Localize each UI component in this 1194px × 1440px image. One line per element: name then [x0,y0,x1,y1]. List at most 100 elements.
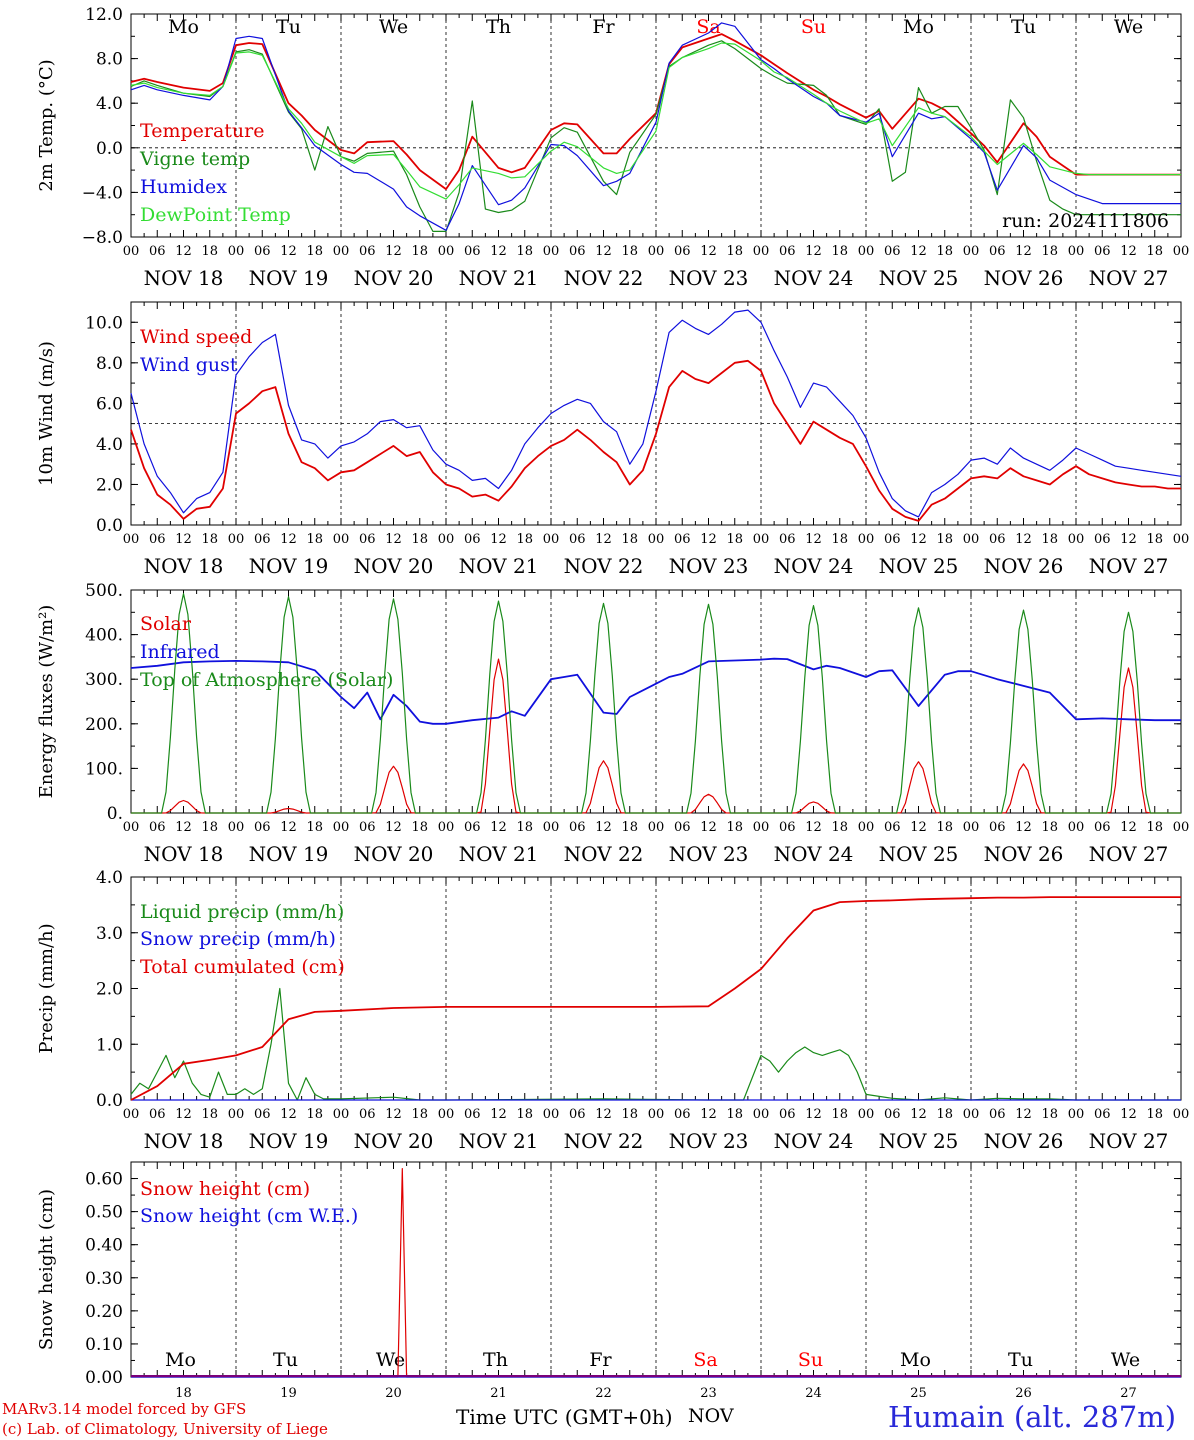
legend-entry: Infrared [140,641,220,663]
hour-tick-label: 18 [936,1107,953,1122]
hour-tick-label: 06 [779,1107,796,1122]
legend-entry: Liquid precip (mm/h) [140,901,344,923]
hour-tick-label: 12 [490,532,507,547]
day-label: NOV 20 [354,266,434,290]
hour-tick-label: 06 [359,1107,376,1122]
weekday-label: Tu [273,1349,298,1371]
day-label: NOV 19 [249,554,329,578]
hour-tick-label: 18 [516,532,533,547]
day-label: NOV 19 [249,1129,329,1153]
legend-entry: Vigne temp [139,148,250,170]
hour-tick-label: 00 [123,244,140,259]
hour-tick-label: 00 [438,1107,455,1122]
hour-tick-label: 00 [228,244,245,259]
hour-tick-label: 18 [726,1107,743,1122]
y-tick-label: 8.0 [96,354,123,374]
weekday-label: Mo [900,1349,931,1371]
hour-tick-label: 06 [884,820,901,835]
hour-tick-label: 06 [674,1107,691,1122]
day-label: NOV 27 [1089,554,1169,578]
y-tick-label: 0.30 [85,1269,123,1289]
day-label: NOV 22 [564,1129,644,1153]
hour-tick-label: 18 [201,244,218,259]
hour-tick-label: 12 [175,820,192,835]
weekday-label: Tu [1008,1349,1033,1371]
hour-tick-label: 06 [884,532,901,547]
hour-tick-label: 06 [359,532,376,547]
hour-tick-label: 00 [543,532,560,547]
hour-tick-label: 06 [359,820,376,835]
hour-tick-label: 18 [306,820,323,835]
hour-tick-label: 12 [385,820,402,835]
chart-panel-3: 500. 400. 300. 200. 100. 0. Energy fluxes (W/m… [36,581,1189,866]
series-line-vigne-temp [130,40,1181,232]
plot-frame [130,589,1182,814]
month-label: NOV [688,1405,734,1427]
hour-tick-label: 00 [648,1107,665,1122]
hour-tick-label: 12 [910,1107,927,1122]
hour-tick-label: 12 [805,1107,822,1122]
y-tick-label: 400. [85,626,123,646]
x-axis-label: Time UTC (GMT+0h) [456,1405,673,1429]
hour-tick-label: 18 [411,820,428,835]
y-tick-label: −4.0 [82,183,123,203]
hour-tick-label: 06 [569,1107,586,1122]
hour-tick-label: 12 [175,532,192,547]
hour-tick-label: 06 [989,244,1006,259]
legend-entry: Snow height (cm W.E.) [140,1205,358,1227]
hour-tick-label: 18 [516,1107,533,1122]
hour-tick-label: 06 [1094,244,1111,259]
day-label: NOV 20 [354,842,434,866]
y-tick-label: 0.0 [96,1091,123,1111]
hour-tick-label: 12 [805,244,822,259]
hour-tick-label: 06 [569,244,586,259]
hour-tick-label: 18 [621,1107,638,1122]
y-tick-label: 2.0 [96,980,123,1000]
chart-panel-1: 12.0 8.0 4.0 0.0 −4.0 −8.0 2m Temp. (°C) 00 06 12… [36,5,1189,290]
hour-tick-label: 06 [149,820,166,835]
y-tick-label: 0.10 [85,1335,123,1355]
hour-tick-label: 12 [385,244,402,259]
hour-tick-label: 18 [516,244,533,259]
weekday-label: Su [801,16,826,38]
legend-entry: Snow height (cm) [140,1178,310,1200]
hour-tick-label: 12 [1120,244,1137,259]
day-number-label: 21 [490,1386,507,1401]
hour-tick-label: 00 [963,244,980,259]
weekday-label: Tu [276,16,301,38]
hour-tick-label: 06 [254,820,271,835]
weekday-label: Su [798,1349,823,1371]
hour-tick-label: 00 [858,820,875,835]
y-tick-label: 10.0 [85,313,123,333]
day-label: NOV 24 [774,1129,854,1153]
hour-tick-label: 06 [149,532,166,547]
legend-entry: Snow precip (mm/h) [140,928,336,950]
hour-tick-label: 06 [989,532,1006,547]
day-label: NOV 22 [564,842,644,866]
hour-tick-label: 12 [280,1107,297,1122]
hour-tick-label: 18 [621,244,638,259]
hour-tick-label: 06 [254,532,271,547]
y-tick-label: 100. [85,759,123,779]
y-tick-label: 4.0 [96,435,123,455]
y-axis-label: Precip (mm/h) [36,923,57,1053]
hour-tick-label: 12 [385,532,402,547]
day-label: NOV 27 [1089,842,1169,866]
hour-tick-label: 00 [438,820,455,835]
hour-tick-label: 12 [280,532,297,547]
hour-tick-label: 12 [700,244,717,259]
weekday-label: We [376,1349,405,1371]
hour-tick-label: 00 [753,532,770,547]
model-credit: MARv3.14 model forced by GFS [2,1400,247,1418]
hour-tick-label: 18 [411,532,428,547]
hour-tick-label: 00 [543,820,560,835]
hour-tick-label: 12 [805,532,822,547]
day-label: NOV 21 [459,554,539,578]
hour-tick-label: 12 [910,820,927,835]
hour-tick-label: 12 [1015,244,1032,259]
legend-entry: Wind gust [140,354,238,376]
legend-entry: Total cumulated (cm) [140,956,345,978]
hour-tick-label: 06 [674,244,691,259]
y-tick-label: 6.0 [96,394,123,414]
